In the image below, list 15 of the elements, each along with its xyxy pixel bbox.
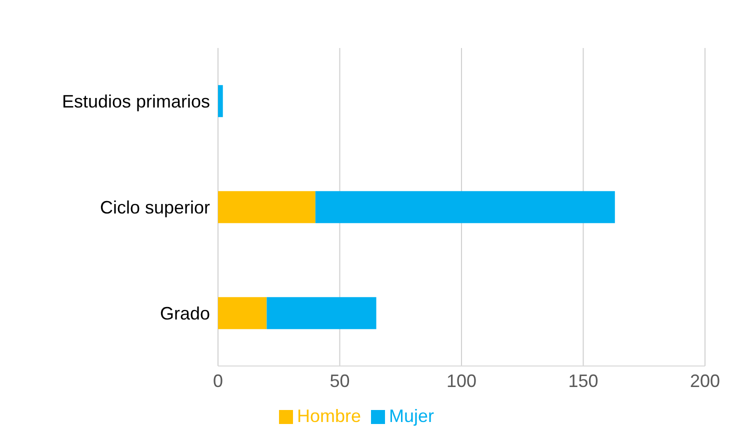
bar xyxy=(218,191,316,224)
x-tick-label: 100 xyxy=(446,370,477,391)
bar xyxy=(218,85,223,118)
y-tick-label: Ciclo superior xyxy=(100,197,210,218)
x-tick-label: 0 xyxy=(212,370,224,391)
y-tick-label: Estudios primarios xyxy=(62,91,210,112)
x-tick-label: 50 xyxy=(330,370,350,391)
bar xyxy=(266,297,376,330)
legend-label: Mujer xyxy=(389,406,434,426)
x-tick-label: 150 xyxy=(568,370,598,391)
x-tick-label: 200 xyxy=(690,370,720,391)
bar xyxy=(315,191,615,224)
bar xyxy=(218,297,267,330)
y-tick-label: Grado xyxy=(160,303,210,324)
legend-label: Hombre xyxy=(296,406,361,426)
